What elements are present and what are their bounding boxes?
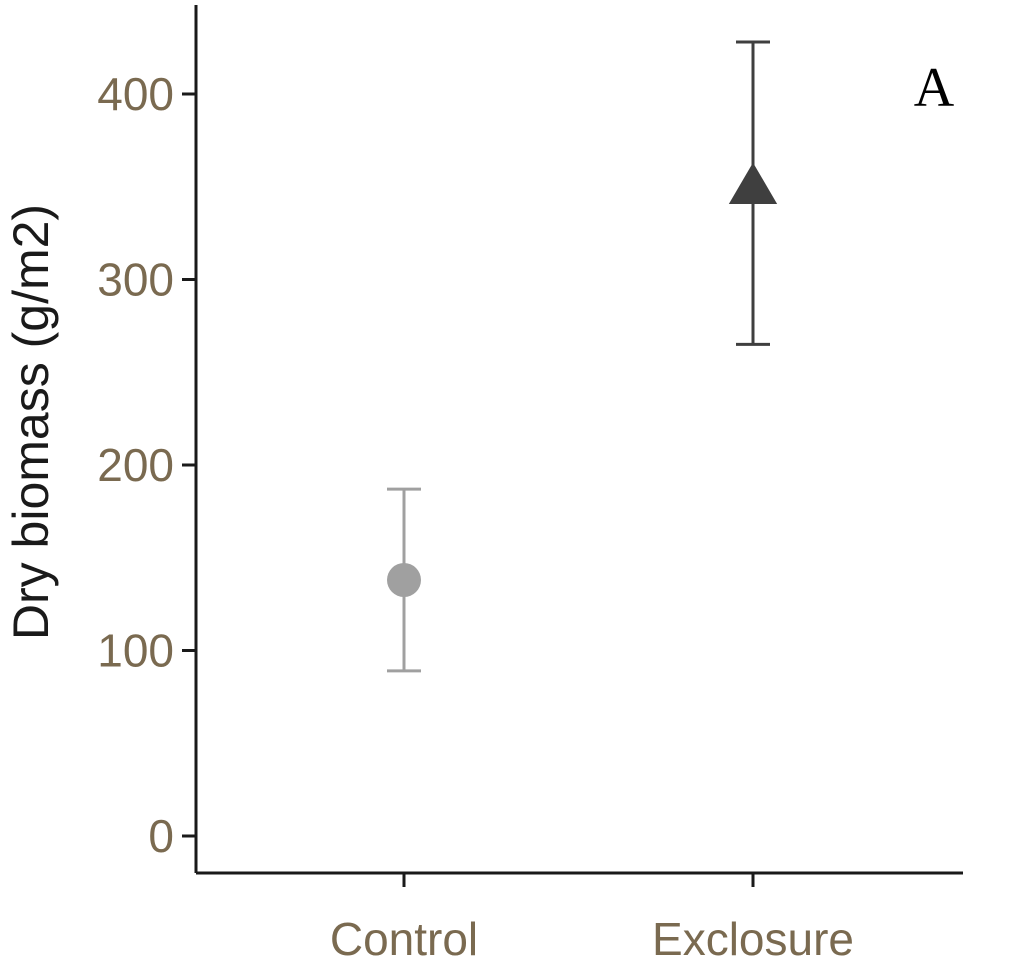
- x-ticks: Control Exclosure: [330, 873, 854, 962]
- y-tick-label: 0: [148, 810, 174, 862]
- y-ticks: 0 100 200 300 400: [97, 68, 196, 862]
- data-point-group: [728, 40, 778, 346]
- y-tick-label: 400: [97, 68, 174, 120]
- y-tick-label: 300: [97, 254, 174, 306]
- panel-label: A: [914, 57, 955, 119]
- data-marks: [387, 40, 778, 673]
- x-tick-label: Exclosure: [652, 913, 854, 962]
- data-point-triangle: [728, 162, 778, 204]
- y-tick-label: 200: [97, 439, 174, 491]
- axes: [194, 5, 963, 875]
- x-tick-label: Control: [330, 913, 478, 962]
- y-axis-title: Dry biomass (g/m2): [3, 204, 59, 640]
- data-point-group: [387, 487, 421, 673]
- y-tick-label: 100: [97, 625, 174, 677]
- data-point-circle: [387, 563, 421, 598]
